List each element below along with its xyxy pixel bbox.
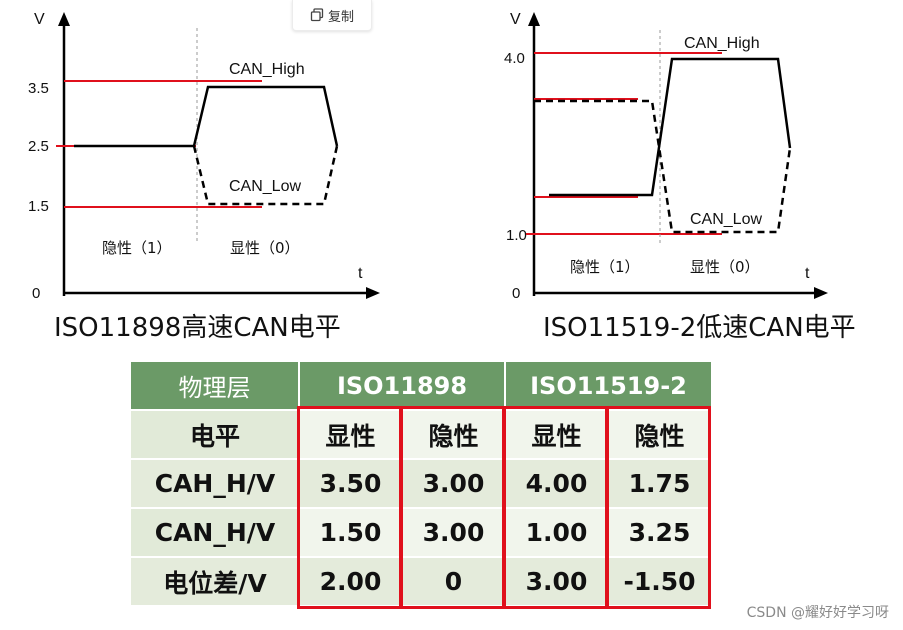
table-header-row: 物理层 ISO11898 ISO11519-2: [131, 362, 711, 411]
row-label-level: 电平: [131, 410, 299, 460]
table-cell: 3.00: [402, 459, 505, 509]
left-diagram-caption: ISO11898高速CAN电平: [54, 313, 341, 343]
table-row: CAN_H/V 1.50 3.00 1.00 3.25: [131, 508, 711, 558]
table-cell: 显性: [505, 410, 608, 460]
header-iso11519: ISO11519-2: [505, 362, 711, 411]
iso11519-level-diagram: V t 4.0 1.0 0 CAN_High CAN_Low 隐性（1） 显性（…: [504, 11, 828, 302]
row-label-cah-h: CAH_H/V: [131, 459, 299, 509]
table-cell: 1.50: [299, 508, 402, 558]
table-cell: 1.00: [505, 508, 608, 558]
table-cell: 隐性: [608, 410, 711, 460]
left-can-low-label: CAN_Low: [229, 178, 301, 195]
table-cell: 2.00: [299, 557, 402, 607]
right-tick-4.0: 4.0: [504, 50, 525, 67]
right-can-low-label: CAN_Low: [690, 211, 762, 228]
table-cell: 3.25: [608, 508, 711, 558]
right-diagram-caption: ISO11519-2低速CAN电平: [543, 313, 856, 343]
table-cell: 隐性: [402, 410, 505, 460]
table-cell: 0: [402, 557, 505, 607]
table-cell: 4.00: [505, 459, 608, 509]
table-cell: -1.50: [608, 557, 711, 607]
left-tick-0: 0: [32, 285, 40, 302]
right-dominant-label: 显性（0）: [690, 258, 760, 276]
left-x-axis-label: t: [358, 265, 363, 282]
left-tick-1.5: 1.5: [28, 198, 49, 215]
left-tick-3.5: 3.5: [28, 80, 49, 97]
left-dominant-label: 显性（0）: [230, 239, 300, 257]
can-low-waveform-low-speed: [534, 99, 792, 234]
copy-button[interactable]: 复制: [292, 0, 372, 31]
right-can-high-label: CAN_High: [684, 35, 760, 52]
left-recessive-label: 隐性（1）: [102, 239, 172, 257]
left-y-axis-label: V: [34, 11, 45, 28]
row-label-can-h: CAN_H/V: [131, 508, 299, 558]
right-tick-0: 0: [512, 285, 520, 302]
right-x-axis-label: t: [805, 265, 810, 282]
header-iso11898: ISO11898: [299, 362, 506, 411]
table-cell: 3.50: [299, 459, 402, 509]
table-cell: 3.00: [505, 557, 608, 607]
left-tick-2.5: 2.5: [28, 138, 49, 155]
table-cell: 3.00: [402, 508, 505, 558]
can-low-waveform: [192, 145, 339, 206]
right-tick-1.0: 1.0: [506, 227, 527, 244]
can-level-comparison-table: 物理层 ISO11898 ISO11519-2 电平 显性 隐性 显性 隐性 C…: [131, 362, 711, 607]
watermark: CSDN @耀好好学习呀: [746, 605, 889, 621]
table-cell: 1.75: [608, 459, 711, 509]
can-high-waveform: [74, 85, 339, 148]
table-row: 电位差/V 2.00 0 3.00 -1.50: [131, 557, 711, 607]
table-cell: 显性: [299, 410, 402, 460]
copy-button-label: 复制: [327, 8, 354, 24]
can-high-waveform-low-speed: [549, 57, 792, 197]
right-y-axis-label: V: [510, 11, 521, 28]
row-label-potential-diff: 电位差/V: [131, 557, 299, 607]
header-physical-layer: 物理层: [131, 362, 300, 411]
copy-icon: [310, 8, 324, 22]
table-row: CAH_H/V 3.50 3.00 4.00 1.75: [131, 459, 711, 509]
right-recessive-label: 隐性（1）: [570, 258, 640, 276]
left-can-high-label: CAN_High: [229, 61, 305, 78]
table-row: 电平 显性 隐性 显性 隐性: [131, 410, 711, 460]
iso11898-level-diagram: V t 3.5 2.5 1.5 0 CAN_High CAN_Low 隐性（1）…: [28, 11, 380, 302]
